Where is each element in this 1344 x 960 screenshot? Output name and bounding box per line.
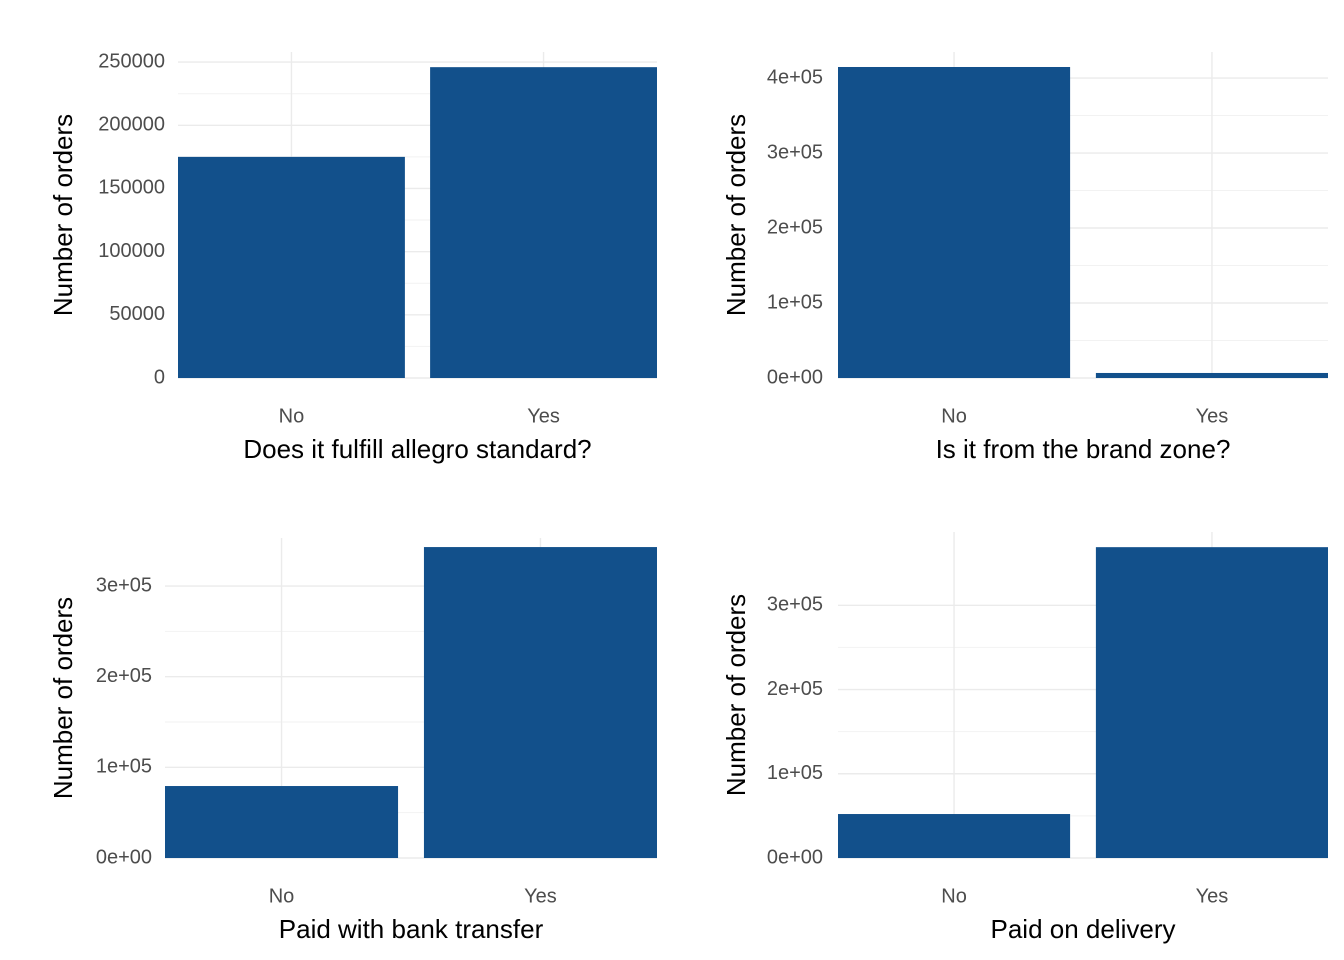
bar: [1095, 372, 1328, 378]
y-tick-label: 250000: [98, 50, 165, 72]
x-tick-label: No: [269, 885, 295, 907]
y-tick-label: 1e+05: [96, 756, 152, 778]
x-axis-title: Does it fulfill allegro standard?: [243, 434, 591, 464]
y-tick-label: 3e+05: [767, 141, 823, 163]
x-axis-title: Is it from the brand zone?: [936, 434, 1231, 464]
bar: [423, 547, 657, 858]
bar: [838, 814, 1071, 858]
y-tick-label: 0: [154, 366, 165, 388]
y-axis-title: Number of orders: [721, 594, 751, 796]
y-axis-title: Number of orders: [48, 114, 78, 316]
bar: [178, 156, 405, 378]
y-tick-label: 0e+00: [767, 366, 823, 388]
y-tick-label: 1e+05: [767, 291, 823, 313]
y-tick-label: 2e+05: [767, 678, 823, 700]
y-tick-label: 3e+05: [96, 574, 152, 596]
y-axis-title: Number of orders: [48, 597, 78, 799]
x-tick-label: No: [941, 885, 967, 907]
y-tick-label: 2e+05: [96, 665, 152, 687]
y-tick-label: 4e+05: [767, 66, 823, 88]
bar: [1095, 547, 1328, 858]
y-tick-label: 0e+00: [96, 846, 152, 868]
y-tick-label: 1e+05: [767, 762, 823, 784]
y-tick-label: 150000: [98, 177, 165, 199]
y-tick-label: 200000: [98, 114, 165, 136]
y-tick-label: 2e+05: [767, 216, 823, 238]
y-axis-title: Number of orders: [721, 114, 751, 316]
bar: [838, 66, 1071, 379]
x-tick-label: Yes: [527, 405, 560, 427]
bar: [430, 67, 657, 379]
bar: [165, 786, 399, 858]
x-tick-label: No: [941, 405, 967, 427]
x-tick-label: Yes: [524, 885, 557, 907]
x-tick-label: Yes: [1196, 405, 1229, 427]
x-tick-label: Yes: [1196, 885, 1229, 907]
x-axis-title: Paid with bank transfer: [279, 914, 544, 944]
x-tick-label: No: [279, 405, 305, 427]
x-axis-title: Paid on delivery: [991, 914, 1176, 944]
y-tick-label: 3e+05: [767, 594, 823, 616]
y-tick-label: 100000: [98, 240, 165, 262]
y-tick-label: 0e+00: [767, 846, 823, 868]
y-tick-label: 50000: [109, 303, 165, 325]
